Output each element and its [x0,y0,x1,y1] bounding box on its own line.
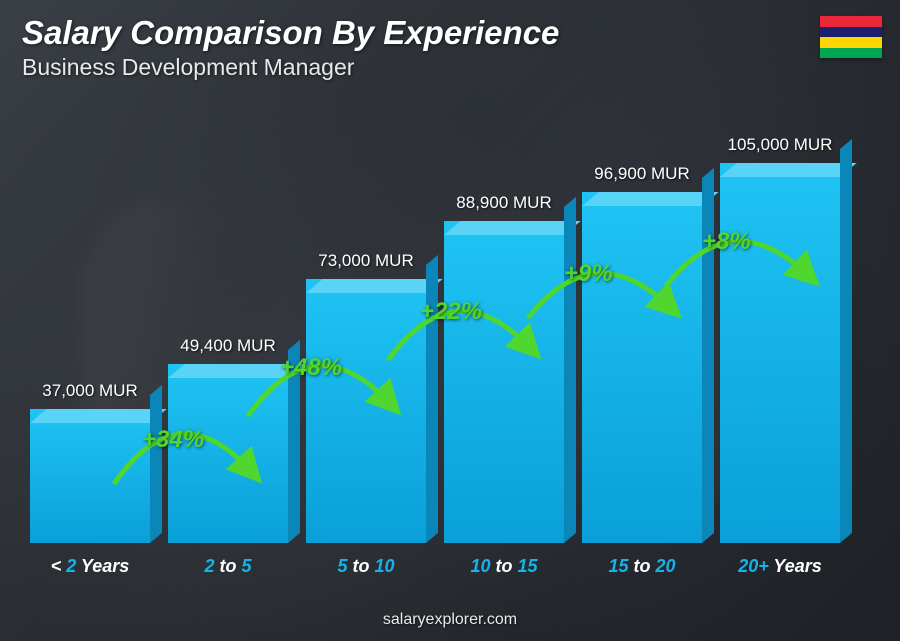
bar-3d [720,163,840,543]
flag-stripe-blue [820,27,882,38]
bar-1: 49,400 MUR [168,364,288,543]
bar-side-face [702,168,714,543]
bar-value-label: 96,900 MUR [594,164,689,184]
chart-subtitle: Business Development Manager [22,54,878,81]
bar-side-face [150,385,162,543]
bar-3d [444,221,564,543]
footer-attribution: salaryexplorer.com [0,611,900,629]
bar-value-label: 37,000 MUR [42,381,137,401]
x-label-1: 2 to 5 [168,556,288,577]
bar-front-face [30,409,150,543]
x-label-3: 10 to 15 [444,556,564,577]
bar-top-face [444,221,581,235]
bar-0: 37,000 MUR [30,409,150,543]
bar-side-face [840,139,852,543]
bar-top-face [30,409,167,423]
bar-front-face [168,364,288,543]
bar-value-label: 88,900 MUR [456,193,551,213]
bar-top-face [306,279,443,293]
bar-top-face [720,163,857,177]
bar-side-face [288,340,300,543]
flag-stripe-red [820,16,882,27]
x-label-0: < 2 Years [30,556,150,577]
x-axis-labels: < 2 Years 2 to 5 5 to 10 10 to 15 15 to 20 20… [30,556,840,577]
bar-front-face [444,221,564,543]
x-label-5: 20+ Years [720,556,840,577]
country-flag-mauritius [820,16,882,58]
bars-container: 37,000 MUR49,400 MUR73,000 MUR88,900 MUR… [30,143,840,543]
header: Salary Comparison By Experience Business… [22,14,878,81]
bar-3: 88,900 MUR [444,221,564,543]
chart-area: 37,000 MUR49,400 MUR73,000 MUR88,900 MUR… [30,120,840,571]
bar-3d [306,279,426,543]
bar-front-face [582,192,702,543]
chart-title: Salary Comparison By Experience [22,14,878,52]
x-label-2: 5 to 10 [306,556,426,577]
bar-front-face [720,163,840,543]
bar-value-label: 73,000 MUR [318,251,413,271]
bar-3d [30,409,150,543]
bar-front-face [306,279,426,543]
bar-4: 96,900 MUR [582,192,702,543]
x-label-4: 15 to 20 [582,556,702,577]
bar-side-face [564,197,576,543]
bar-value-label: 49,400 MUR [180,336,275,356]
bar-top-face [168,364,305,378]
bar-5: 105,000 MUR [720,163,840,543]
bar-3d [168,364,288,543]
bar-2: 73,000 MUR [306,279,426,543]
bar-3d [582,192,702,543]
bar-top-face [582,192,719,206]
bar-value-label: 105,000 MUR [728,135,833,155]
flag-stripe-green [820,48,882,59]
flag-stripe-yellow [820,37,882,48]
bar-side-face [426,255,438,543]
